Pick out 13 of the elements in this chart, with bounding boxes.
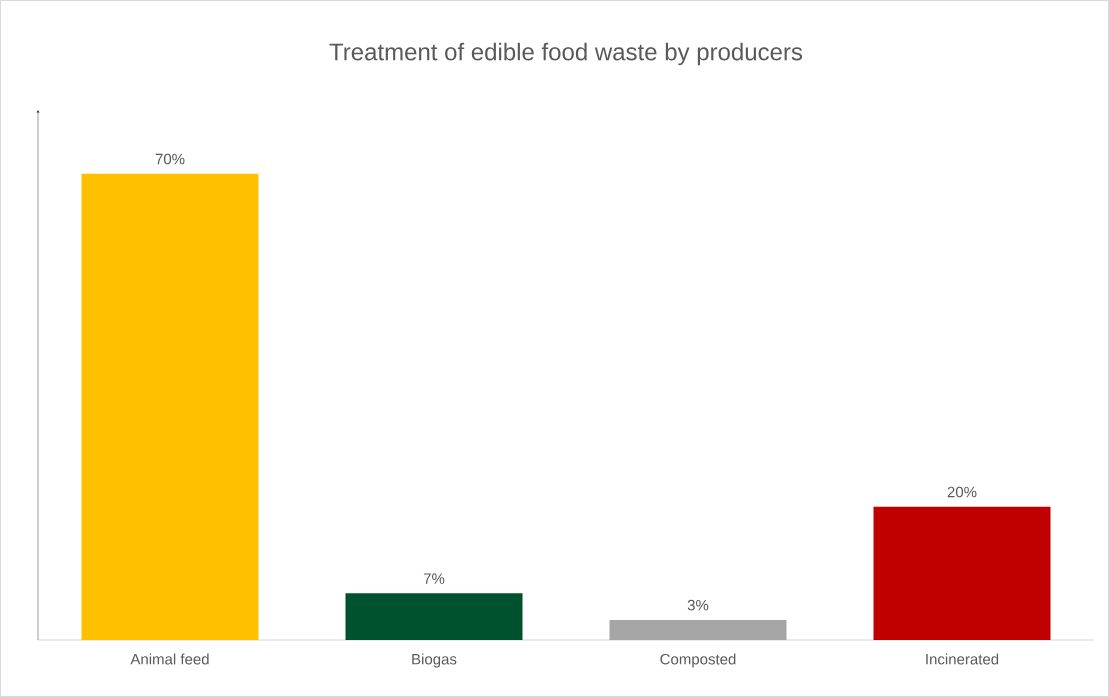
data-label: 7%	[423, 573, 445, 584]
x-tick-label: Animal feed	[130, 653, 209, 665]
data-label: 20%	[947, 486, 977, 498]
bar	[81, 173, 259, 640]
data-label: 70%	[155, 153, 185, 165]
bar	[873, 506, 1051, 640]
data-label: 3%	[687, 599, 709, 611]
bar	[345, 593, 523, 640]
bar	[609, 620, 787, 640]
x-tick-label: Incinerated	[926, 653, 999, 665]
x-tick-label: Composted	[660, 653, 736, 668]
chart-title: Treatment of edible food waste by producers	[329, 42, 803, 66]
x-tick-label: Biogas	[412, 653, 457, 668]
